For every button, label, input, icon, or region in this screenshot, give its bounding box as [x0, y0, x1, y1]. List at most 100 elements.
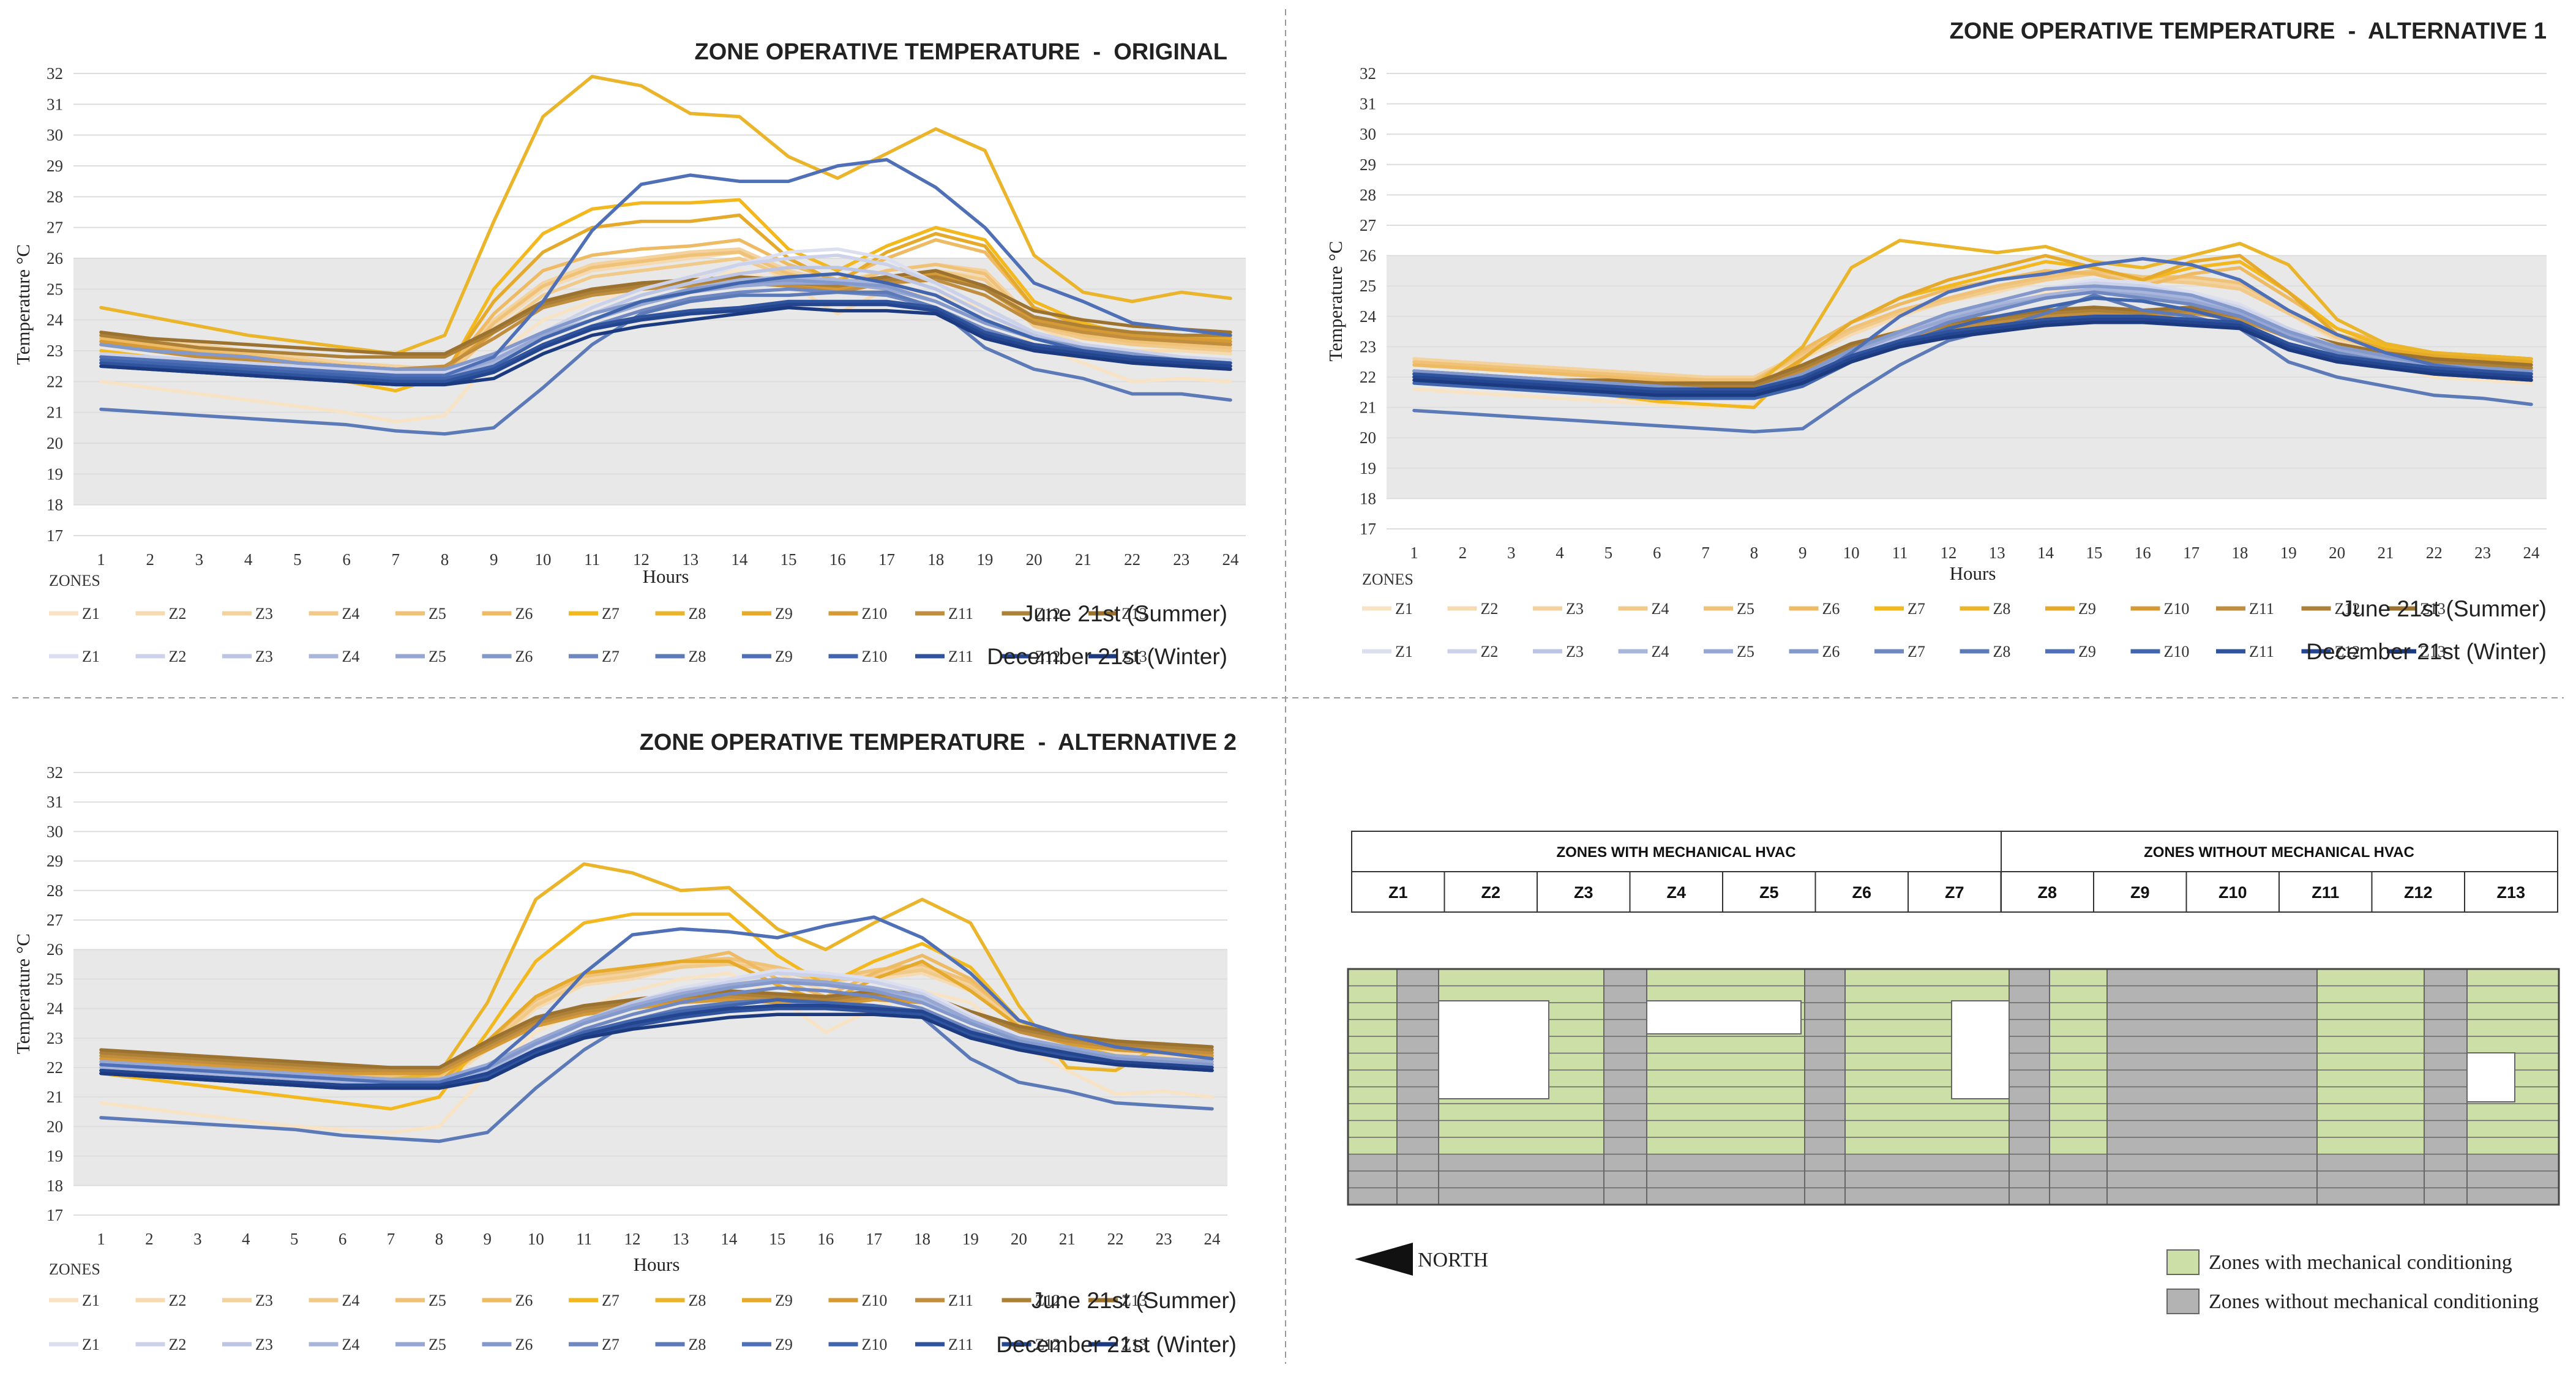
x-tick-label: 18	[914, 1230, 930, 1248]
legend-label-summer-z11: Z11	[2249, 600, 2274, 618]
legend-label-summer-z6: Z6	[1822, 600, 1840, 618]
x-tick-label: 3	[195, 550, 204, 569]
series-line-winter-z11	[1412, 315, 2533, 391]
legend-label-winter-z6: Z6	[515, 648, 533, 665]
x-tick-label: 1	[97, 1230, 105, 1248]
x-tick-label: 14	[2037, 544, 2054, 562]
y-tick-label: 29	[47, 157, 63, 175]
x-tick-label: 7	[387, 1230, 395, 1248]
legend-label-winter-z7: Z7	[1908, 643, 1925, 660]
y-tick-label: 26	[47, 249, 63, 267]
y-tick-label: 27	[47, 219, 63, 237]
y-tick-label: 32	[47, 64, 63, 83]
legend-label-summer-z1: Z1	[1395, 600, 1413, 618]
x-tick-label: 12	[633, 550, 650, 569]
legend-label-winter-z9: Z9	[2078, 643, 2096, 660]
x-tick-label: 1	[1410, 544, 1418, 562]
legend-label-summer-z4: Z4	[342, 1292, 360, 1309]
floor-plan	[1347, 968, 2560, 1206]
x-tick-label: 12	[624, 1230, 641, 1248]
zone-table-cell-z11: Z11	[2312, 883, 2339, 902]
legend-label-winter-z12: Z12	[1035, 1336, 1061, 1353]
x-tick-label: 16	[817, 1230, 834, 1248]
x-tick-label: 24	[1222, 550, 1240, 569]
y-tick-label: 24	[47, 1000, 64, 1018]
legend-label-summer-z12: Z12	[1035, 605, 1061, 623]
legend-label-summer-z9: Z9	[775, 1292, 793, 1309]
floor-plan-outline	[1347, 968, 2560, 1206]
y-tick-label: 31	[1360, 95, 1376, 113]
x-tick-label: 20	[1026, 550, 1043, 569]
legend-label-summer-z1: Z1	[82, 605, 100, 623]
zone-table-no-hvac-header: ZONES WITHOUT MECHANICAL HVAC	[2144, 844, 2414, 861]
legend-label-winter-z12: Z12	[2335, 643, 2361, 660]
x-tick-label: 15	[769, 1230, 785, 1248]
legend-label-summer-z9: Z9	[775, 605, 793, 623]
legend-label-summer-z9: Z9	[2078, 600, 2096, 618]
x-tick-label: 23	[1156, 1230, 1172, 1248]
legend-label-summer-z13: Z13	[1121, 605, 1147, 623]
zone-table-cell-z3: Z3	[1574, 883, 1593, 902]
x-tick-label: 24	[2523, 544, 2540, 562]
y-tick-label: 30	[47, 126, 63, 144]
y-tick-label: 23	[47, 1029, 63, 1047]
x-tick-label: 13	[1989, 544, 2005, 562]
y-tick-label: 30	[1360, 125, 1376, 143]
x-tick-label: 10	[534, 550, 551, 569]
x-tick-label: 9	[484, 1230, 492, 1248]
legend-label-summer-z7: Z7	[602, 1292, 620, 1309]
y-tick-label: 27	[47, 911, 63, 929]
legend-label-winter-z5: Z5	[429, 648, 446, 665]
series-line-winter-z8	[99, 290, 1232, 436]
series-line-summer-z8	[99, 75, 1232, 356]
legend-label-summer-z13: Z13	[2420, 600, 2446, 618]
y-tick-label: 21	[47, 403, 63, 422]
x-tick-label: 1	[97, 550, 105, 569]
legend-label-winter-z6: Z6	[515, 1336, 533, 1353]
legend-label-summer-z2: Z2	[169, 1292, 187, 1309]
floor-plan-void-outline	[1951, 1000, 2010, 1099]
summer-label: June 21st (Summer)	[1032, 1288, 1237, 1313]
x-tick-label: 14	[731, 550, 748, 569]
legend-label-summer-z7: Z7	[1908, 600, 1925, 618]
legend-label-winter-z9: Z9	[775, 648, 793, 665]
y-tick-label: 28	[47, 187, 63, 206]
y-tick-label: 22	[47, 1058, 63, 1077]
legend-label-summer-z8: Z8	[689, 605, 706, 623]
legend-label-winter-z2: Z2	[169, 1336, 187, 1353]
x-tick-label: 19	[976, 550, 993, 569]
y-tick-label: 25	[47, 970, 63, 988]
y-axis-label: Temperature °C	[12, 933, 34, 1054]
zone-table-cell-z2: Z2	[1481, 883, 1500, 902]
legend-title: ZONES	[49, 1260, 100, 1278]
north-arrow-icon	[1355, 1243, 1413, 1276]
x-tick-label: 16	[829, 550, 846, 569]
legend-label-summer-z10: Z10	[862, 1292, 888, 1309]
y-tick-label: 24	[1360, 307, 1377, 326]
series-line-winter-z5	[99, 977, 1214, 1082]
series-line-winter-z9	[99, 915, 1214, 1084]
legend-label-winter-z3: Z3	[255, 648, 273, 665]
legend-label-summer-z11: Z11	[948, 605, 973, 623]
y-tick-label: 21	[47, 1088, 63, 1106]
y-tick-label: 28	[47, 881, 63, 900]
series-line-winter-z12	[99, 1004, 1214, 1087]
legend-label-winter-z11: Z11	[948, 1336, 973, 1353]
x-axis-label: Hours	[1950, 563, 1996, 584]
zone-table-cell-z9: Z9	[2130, 883, 2150, 902]
x-tick-label: 15	[781, 550, 797, 569]
x-tick-label: 5	[293, 550, 302, 569]
x-tick-label: 7	[392, 550, 400, 569]
y-tick-label: 30	[47, 822, 63, 840]
legend-label-summer-z12: Z12	[2335, 600, 2361, 618]
legend-label-summer-z6: Z6	[515, 605, 533, 623]
legend-label-winter-z5: Z5	[429, 1336, 446, 1353]
zone-table-cell-z10: Z10	[2218, 883, 2247, 902]
x-tick-label: 13	[672, 1230, 689, 1248]
legend-label-summer-z6: Z6	[515, 1292, 533, 1309]
legend-label-summer-z4: Z4	[1652, 600, 1669, 618]
legend-label-winter-z10: Z10	[862, 648, 888, 665]
legend-label-summer-z10: Z10	[862, 605, 888, 623]
